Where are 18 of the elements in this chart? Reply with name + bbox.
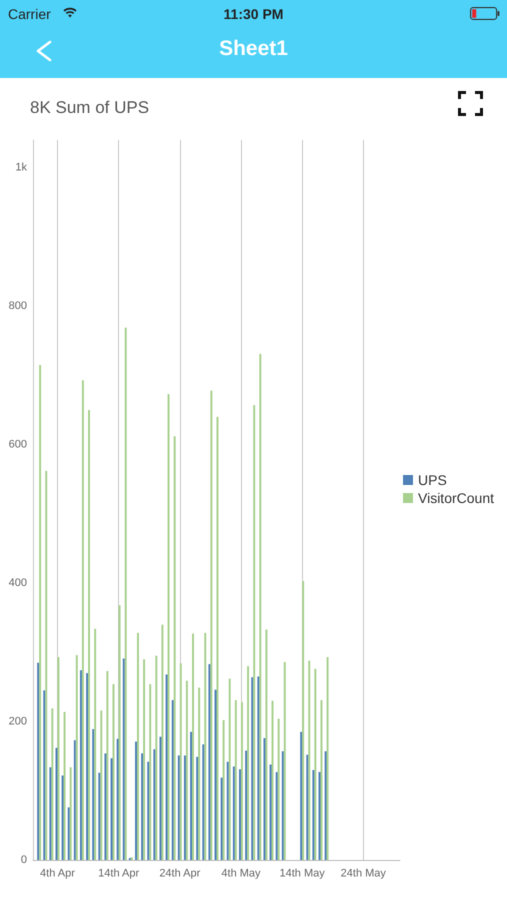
y-tick-label: 200 [8,716,27,728]
y-tick-label: 400 [8,577,27,590]
text: Sheet1 [218,36,289,62]
x-tick-label: 24th May [340,868,386,880]
x-tick-label: 24th Apr [159,868,201,880]
legend-label: VisitorCount [418,490,494,506]
x-tick-label: 14th May [280,868,326,880]
x-tick-label: 4th May [221,868,262,880]
chart-title: 8K Sum of UPS [30,98,150,117]
text: Carrier [8,6,51,22]
y-tick-label: 0 [20,854,27,866]
y-tick-label: 1k [15,162,28,174]
x-tick-label: 4th Apr [40,868,76,880]
legend-label: UPS [418,472,447,488]
y-tick-label: 600 [8,438,27,451]
x-tick-label: 14th Apr [98,868,140,880]
text: 11:30 PM [224,6,284,22]
y-tick-label: 800 [8,300,27,312]
